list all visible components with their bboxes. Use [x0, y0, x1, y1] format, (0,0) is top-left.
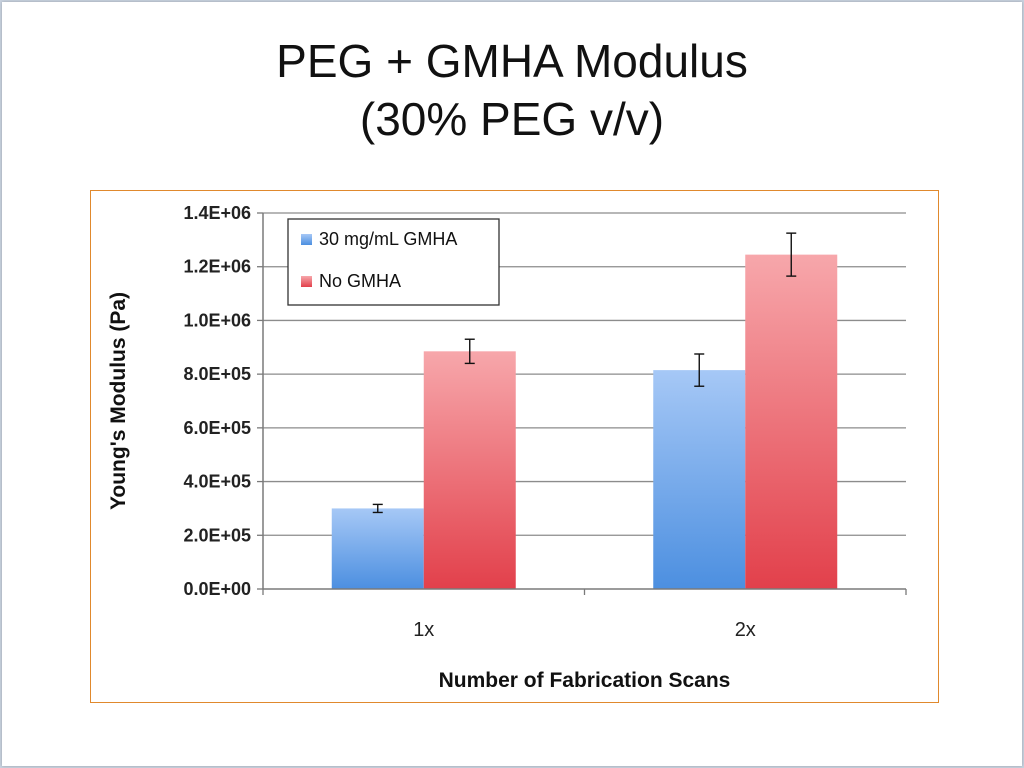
y-tick-label: 1.2E+06 [183, 257, 251, 277]
y-tick-label: 1.4E+06 [183, 203, 251, 223]
bar-gmha-2x [653, 370, 746, 589]
legend-swatch [301, 276, 312, 287]
legend: 30 mg/mL GMHA No GMHA [287, 218, 500, 306]
labels: 0.0E+00 2.0E+05 4.0E+05 6.0E+05 8.0E+05 1.0E+… [107, 203, 756, 692]
legend-label: No GMHA [319, 271, 401, 291]
y-tick-label: 0.0E+00 [183, 579, 251, 599]
x-category-label: 2x [735, 619, 756, 641]
y-axis-title: Young's Modulus (Pa) [107, 292, 130, 510]
legend-box [287, 218, 500, 306]
bar-no-gmha-2x [745, 254, 838, 589]
x-axis-title: Number of Fabrication Scans [439, 669, 731, 692]
error-bars [372, 232, 797, 514]
bars [331, 254, 838, 589]
y-tick-label: 1.0E+06 [183, 310, 251, 330]
title-line-1: PEG + GMHA Modulus [276, 35, 748, 87]
bar-gmha-1x [331, 508, 424, 589]
y-tick-label: 2.0E+05 [183, 525, 251, 545]
chart-frame: 0.0E+00 2.0E+05 4.0E+05 6.0E+05 8.0E+05 1.0E+… [90, 190, 939, 703]
x-category-label: 1x [413, 619, 434, 641]
slide-title: PEG + GMHA Modulus (30% PEG v/v) [2, 32, 1022, 148]
y-tick-label: 6.0E+05 [183, 418, 251, 438]
bar-chart: 0.0E+00 2.0E+05 4.0E+05 6.0E+05 8.0E+05 1.0E+… [107, 203, 907, 692]
y-tick-label: 8.0E+05 [183, 364, 251, 384]
legend-swatch [301, 234, 312, 245]
bar-no-gmha-1x [423, 351, 516, 589]
y-tick-label: 4.0E+05 [183, 472, 251, 492]
title-line-2: (30% PEG v/v) [359, 93, 665, 145]
axes [257, 212, 907, 595]
legend-label: 30 mg/mL GMHA [319, 229, 457, 249]
